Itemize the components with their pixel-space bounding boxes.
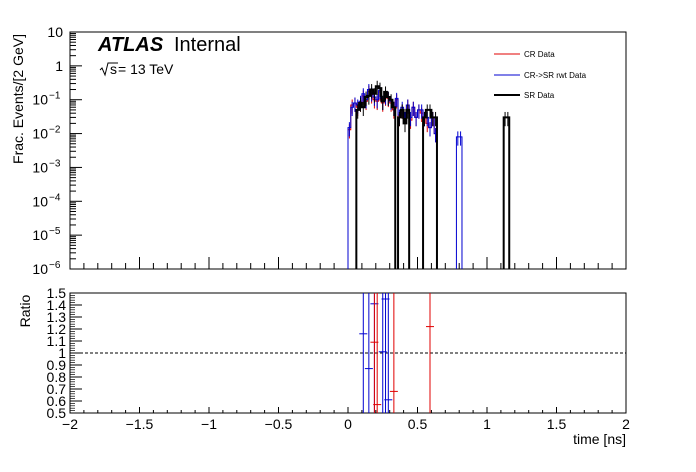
top-y-tick-label: 10 [32,193,48,209]
ratio-y-tick-label: 1.1 [47,333,67,349]
x-tick-label: −1 [201,416,217,432]
ratio-y-axis: 0.50.60.70.80.911.11.21.31.41.5 [47,285,82,421]
legend: CR Data CR->SR rwt Data SR Data [494,50,587,100]
top-y-tick-label: 10 [32,126,48,142]
energy-value: = 13 TeV [118,61,174,77]
energy-label: s = 13 TeV [99,61,174,77]
ratio-y-tick-label: 1.3 [47,309,67,325]
top-y-tick-exponent: −3 [49,158,61,169]
ratio-y-tick-label: 1.2 [47,321,67,337]
top-y-tick-label: 1 [55,58,63,74]
ratio-y-tick-label: 0.8 [47,369,67,385]
x-tick-label: 1.5 [547,416,567,432]
ratio-y-tick-label: 0.5 [47,405,67,421]
top-series-group [347,80,511,269]
top-y-tick-label: 10 [47,24,63,40]
top-y-tick-label: 10 [32,92,48,108]
top-y-axis-label: Frac. Events/[2 GeV] [10,34,26,164]
x-tick-label: 2 [622,416,630,432]
ratio-y-tick-label: 1.4 [47,297,67,313]
ratio-y-axis-label: Ratio [17,294,33,327]
top-y-tick-label: 10 [32,261,48,277]
atlas-label: ATLAS [97,34,164,56]
top-y-tick-exponent: −1 [49,91,61,102]
ratio-points-group [359,293,435,413]
x-tick-label: −1.5 [126,416,154,432]
top-y-tick-exponent: −2 [49,125,61,136]
ratio-y-tick-label: 0.6 [47,393,67,409]
atlas-status: Internal [174,34,241,56]
ratio-x-axis: −2 −1.5 −1 −0.5 0 0.5 1 1.5 2 [62,407,630,432]
ratio-y-tick-label: 0.7 [47,381,67,397]
legend-label-cr-sr: CR->SR rwt Data [524,71,587,80]
legend-label-sr: SR Data [524,91,555,100]
ratio-y-tick-label: 0.9 [47,357,67,373]
sqrt-symbol [99,62,118,77]
top-y-tick-label: 10 [32,159,48,175]
x-tick-label: −0.5 [265,416,293,432]
x-axis-label: time [ns] [573,431,626,447]
top-y-tick-exponent: −6 [49,260,61,271]
energy-variable: s [110,61,117,77]
top-y-tick-exponent: −4 [49,192,61,203]
x-tick-label: 1 [483,416,491,432]
x-tick-label: −2 [62,416,78,432]
ratio-y-tick-label: 1 [58,345,66,361]
series-2-histogram [355,85,511,269]
top-y-tick-exponent: −5 [49,226,61,237]
top-y-tick-label: 10 [32,227,48,243]
ratio-y-tick-label: 1.5 [47,285,67,301]
legend-label-cr: CR Data [524,50,555,59]
x-tick-label: 0 [344,416,352,432]
x-tick-label: 0.5 [408,416,428,432]
